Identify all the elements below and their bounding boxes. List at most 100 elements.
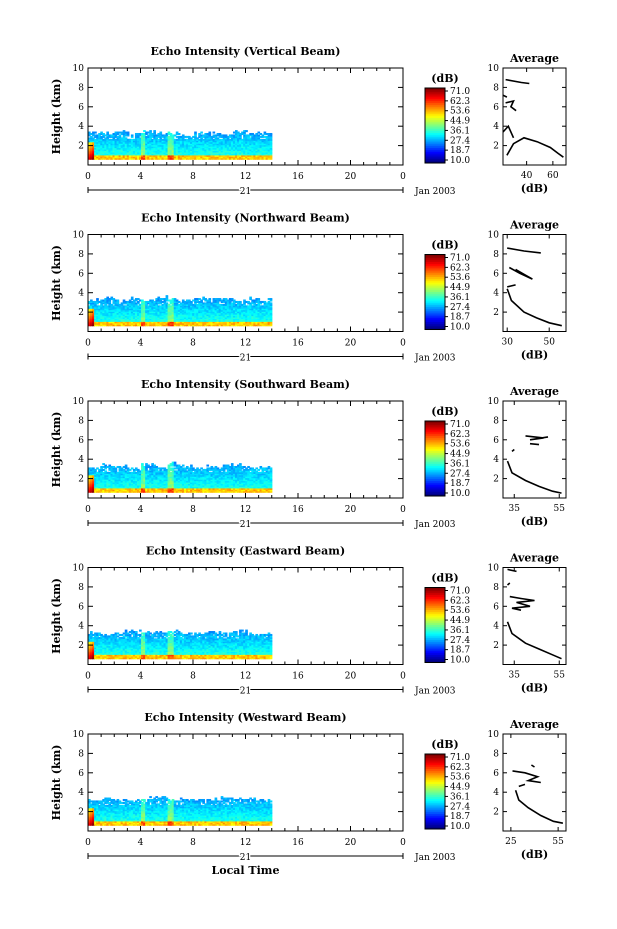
echo-cell: [100, 132, 103, 136]
echo-cell: [177, 316, 181, 319]
echo-cell: [198, 487, 201, 490]
echo-cell: [114, 302, 118, 305]
echo-cell: [224, 147, 228, 150]
echo-cell: [100, 141, 103, 144]
echo-cell: [237, 470, 240, 473]
echo-cell: [237, 315, 240, 318]
echo-cell: [112, 483, 116, 486]
echo-cell: [130, 467, 134, 470]
echo-cell: [141, 132, 144, 136]
panel-title: Echo Intensity (Northward Beam): [141, 212, 350, 225]
echo-cell: [212, 324, 216, 327]
echo-cell: [132, 305, 136, 308]
echo-cell: [173, 322, 177, 325]
echo-cell: [110, 306, 114, 309]
echo-cell: [122, 149, 126, 152]
echo-cell: [96, 484, 99, 487]
echo-cell: [190, 305, 193, 308]
echo-cell: [237, 484, 240, 487]
echo-cell: [220, 312, 224, 315]
echo-cell: [118, 309, 122, 312]
echo-cell: [190, 468, 193, 471]
echo-cell: [149, 476, 152, 479]
echo-cell: [143, 479, 146, 482]
echo-cell: [165, 135, 169, 138]
profile-line: [506, 288, 562, 327]
echo-cell: [126, 154, 130, 157]
echo-cell: [251, 483, 254, 486]
echo-cell: [147, 144, 150, 147]
echo-cell: [194, 143, 197, 146]
echo-cell: [188, 484, 191, 487]
echo-cell: [202, 138, 205, 141]
echo-cell: [165, 486, 169, 489]
echo-cell: [102, 324, 105, 327]
echo-cell: [200, 143, 203, 146]
echo-cell: [243, 131, 246, 134]
echo-cell: [145, 147, 148, 150]
echo-cell: [267, 319, 271, 322]
echo-cell: [257, 319, 261, 322]
echo-cell: [245, 314, 248, 317]
echo-cell: [196, 471, 199, 474]
echo-cell: [122, 483, 126, 486]
echo-cell: [98, 324, 101, 327]
echo-cell: [100, 137, 103, 140]
colorbar-step: [425, 153, 445, 157]
echo-cell: [114, 473, 118, 476]
echo-cell: [263, 302, 267, 305]
day-label: 21: [240, 354, 251, 364]
echo-cell: [214, 484, 218, 487]
echo-cell: [249, 296, 252, 299]
echo-cell: [188, 473, 191, 476]
echo-cell: [110, 315, 114, 318]
echo-cell: [226, 470, 230, 473]
colorbar-step: [425, 286, 445, 289]
echo-cell: [134, 135, 138, 138]
echo-cell: [102, 465, 105, 469]
echo-cell: [224, 324, 228, 327]
echo-cell: [177, 151, 181, 154]
echo-cell: [241, 482, 244, 485]
echo-cell: [157, 298, 161, 301]
echo-cell: [177, 477, 181, 480]
echo-cell: [102, 315, 105, 318]
echo-cell: [235, 480, 238, 483]
echo-cell: [96, 467, 99, 470]
echo-cell: [106, 298, 110, 301]
echo-cell: [265, 157, 269, 160]
echo-cell: [202, 487, 205, 490]
echo-cell: [116, 149, 120, 152]
echo-cell: [169, 140, 173, 143]
echo-cell: [173, 157, 177, 160]
echo-cell: [149, 316, 152, 319]
echo-cell: [161, 319, 165, 322]
echo-cell: [161, 321, 165, 324]
echo-cell: [137, 144, 140, 147]
echo-cell: [251, 132, 254, 136]
echo-cell: [122, 465, 126, 469]
echo-cell: [208, 316, 212, 319]
echo-cell: [98, 321, 101, 324]
profile-y-tick-label: 4: [493, 122, 499, 132]
echo-cell: [108, 309, 112, 312]
echo-cell: [167, 486, 171, 489]
echo-cell: [210, 316, 214, 319]
echo-cell: [128, 487, 132, 490]
echo-cell: [88, 143, 91, 146]
echo-cell: [134, 315, 138, 318]
echo-cell: [143, 134, 146, 137]
echo-cell: [241, 305, 244, 308]
echo-cell: [153, 470, 156, 473]
echo-cell: [122, 308, 126, 311]
echo-cell: [245, 134, 248, 137]
echo-cell: [269, 134, 273, 137]
echo-cell: [173, 483, 177, 486]
echo-cell: [230, 137, 234, 140]
echo-cell: [126, 489, 130, 492]
echo-cell: [128, 151, 132, 154]
echo-cell: [116, 318, 120, 321]
echo-cell: [206, 324, 210, 327]
echo-cell: [220, 319, 224, 322]
echo-cell: [269, 319, 273, 322]
